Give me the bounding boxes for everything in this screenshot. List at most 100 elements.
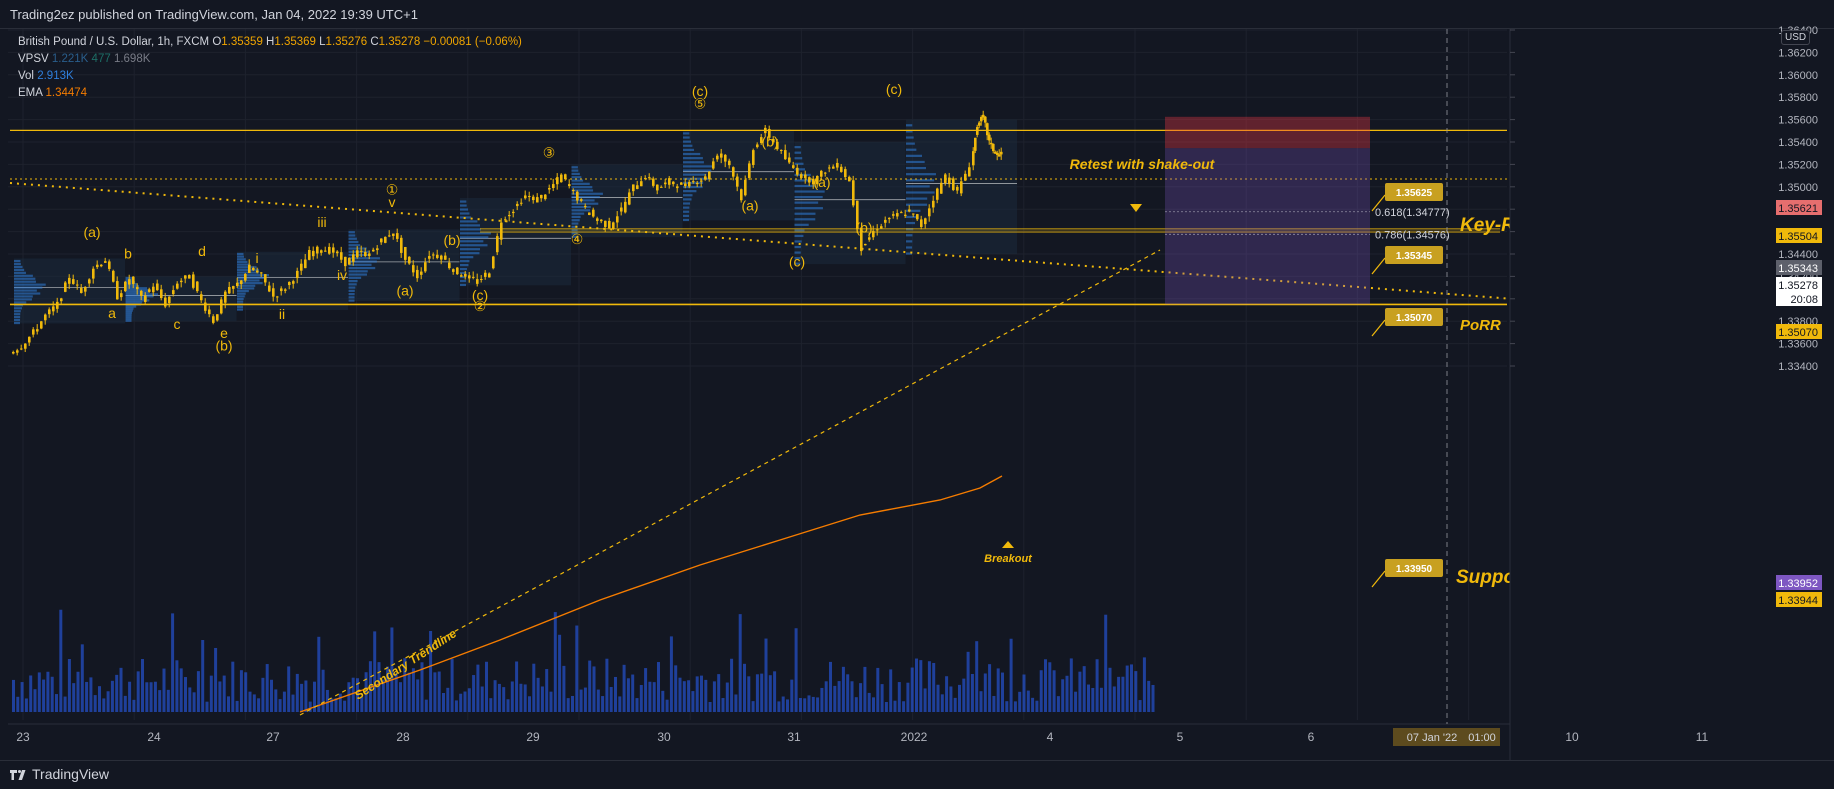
profile-bar — [906, 209, 921, 212]
candle-body — [592, 209, 595, 217]
candle-body — [248, 264, 251, 273]
profile-bar — [683, 190, 697, 193]
volume-bar — [274, 689, 278, 712]
profile-bar — [571, 199, 595, 202]
candle-body — [860, 227, 863, 252]
profile-bar — [237, 282, 263, 285]
volume-bar — [1048, 662, 1052, 712]
volume-bar — [515, 661, 519, 712]
candle-body — [328, 246, 331, 254]
candle-body — [700, 180, 703, 182]
ohlc-low: 1.35276 — [325, 36, 368, 48]
time-label: 5 — [1177, 730, 1184, 744]
volume-bar — [377, 662, 381, 712]
profile-bar — [683, 210, 690, 213]
candle-body — [676, 186, 679, 189]
wave-label: ⑤ — [694, 95, 707, 111]
candle-body — [760, 137, 763, 144]
tradingview-brand[interactable]: TradingView — [10, 766, 109, 782]
profile-bar — [348, 273, 367, 276]
volume-bar — [919, 660, 923, 712]
volume-bar — [93, 695, 97, 712]
candle-body — [324, 250, 327, 252]
candle-body — [772, 138, 775, 143]
candle-body — [888, 217, 891, 220]
volume-bar — [519, 683, 523, 712]
candle-body — [372, 249, 375, 252]
volume-bar — [618, 696, 622, 712]
wave-label: a — [108, 305, 116, 321]
volume-bar — [1151, 684, 1155, 712]
symbol-row[interactable]: British Pound / U.S. Dollar, 1h, FXCM O1… — [18, 34, 522, 51]
profile-bar — [460, 240, 484, 243]
profile-bar — [794, 212, 816, 215]
price-callout: 1.35625 — [1371, 183, 1443, 212]
candle-body — [84, 286, 87, 292]
time-label: 07 Jan '22 — [1407, 732, 1457, 744]
volume-bar — [248, 691, 252, 712]
candle-body — [980, 116, 983, 122]
volume-bar — [760, 673, 764, 712]
volume-bar — [850, 681, 854, 712]
volume-bar — [777, 701, 781, 712]
candle-body — [852, 180, 855, 206]
volume-bar — [751, 701, 755, 712]
candle-body — [440, 255, 443, 260]
price-tick-label: 1.36000 — [1778, 70, 1818, 82]
profile-bar — [906, 160, 925, 164]
volume-bar — [476, 664, 480, 712]
profile-bar — [348, 257, 380, 260]
tradingview-logo-icon — [10, 770, 26, 781]
volume-bar — [523, 684, 527, 712]
candle-body — [912, 213, 915, 215]
volume-bar — [472, 675, 476, 712]
candle-body — [884, 219, 887, 223]
candle-body — [868, 237, 871, 240]
currency-badge[interactable]: USD — [1781, 30, 1811, 45]
candle-body — [736, 176, 739, 187]
volume-bar — [128, 681, 132, 712]
wave-label: e — [220, 325, 228, 341]
price-badge-label: 1.33944 — [1778, 595, 1818, 607]
candle-body — [640, 181, 643, 187]
candle-body — [464, 274, 467, 277]
profile-bar — [683, 194, 693, 197]
profile-bar — [571, 195, 600, 199]
vpsv-row[interactable]: VPSV 1.221K 477 1.698K — [18, 51, 522, 68]
candle-body — [904, 214, 907, 216]
candle-body — [788, 157, 791, 163]
profile-bar — [348, 240, 359, 244]
volume-bar — [1078, 671, 1082, 712]
profile-bar — [348, 283, 357, 286]
profile-bar — [906, 124, 913, 127]
profile-bar — [125, 283, 138, 286]
candle-body — [548, 188, 551, 190]
profile-bar — [571, 205, 591, 209]
profile-bar — [237, 297, 244, 301]
volume-bar — [1061, 679, 1065, 712]
volume-bar — [1074, 691, 1078, 712]
volume-bar — [214, 647, 218, 712]
volume-bar — [889, 669, 893, 712]
volume-bar — [674, 665, 678, 712]
candle-body — [768, 128, 771, 138]
ema-row[interactable]: EMA 1.34474 — [18, 85, 522, 102]
volume-bar — [1147, 680, 1151, 712]
volume-bar — [1056, 696, 1060, 712]
profile-bar — [683, 198, 692, 201]
ohlc-close: 1.35278 — [378, 36, 421, 48]
volume-bar — [403, 658, 407, 712]
profile-bar — [125, 297, 148, 300]
volume-bar — [1108, 667, 1112, 712]
volume-row[interactable]: Vol 2.913K — [18, 68, 522, 85]
callout-box — [1385, 308, 1443, 326]
crosshair-time-badge — [1393, 728, 1500, 746]
candle-body — [812, 178, 815, 185]
volume-bar — [381, 679, 385, 712]
price-axis: 1.364001.362001.360001.358001.356001.354… — [8, 25, 1834, 760]
candle-body — [88, 279, 91, 284]
candle-body — [986, 123, 989, 136]
profile-bar — [14, 318, 21, 322]
volume-bar — [450, 658, 454, 712]
